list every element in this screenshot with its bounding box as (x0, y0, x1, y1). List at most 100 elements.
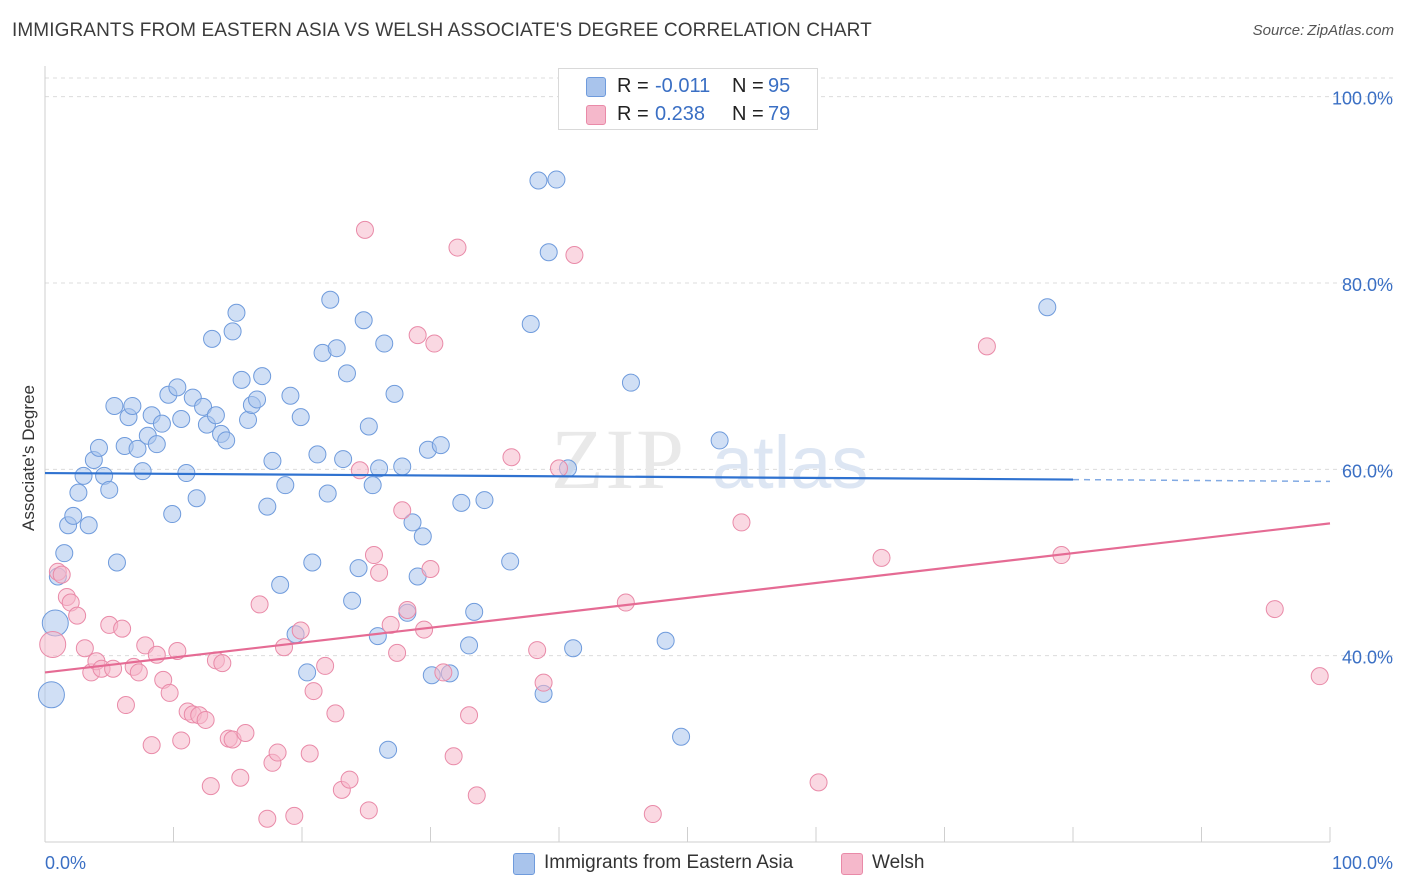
point-eastern-asia (349, 559, 368, 578)
point-eastern-asia (337, 364, 356, 383)
point-eastern-asia (69, 483, 88, 502)
point-welsh (172, 731, 191, 750)
point-eastern-asia (271, 575, 290, 594)
point-eastern-asia (276, 476, 295, 495)
stats-row-welsh: R = 0.238 N = 79 (559, 101, 817, 127)
n-value: 79 (768, 103, 791, 125)
point-welsh (421, 560, 440, 579)
point-welsh (616, 593, 635, 612)
point-eastern-asia (460, 636, 479, 655)
point-eastern-asia (227, 303, 246, 322)
point-welsh (275, 638, 294, 657)
point-welsh (732, 513, 751, 532)
point-eastern-asia (303, 553, 322, 572)
point-welsh (196, 710, 215, 729)
point-eastern-asia (248, 390, 267, 409)
point-welsh (300, 744, 319, 763)
n-label: N = (732, 75, 764, 97)
y-tick-label: 40.0% (1342, 648, 1393, 668)
point-welsh (326, 704, 345, 723)
point-welsh (236, 723, 255, 742)
legend-swatch-welsh (841, 853, 863, 875)
point-eastern-asia (1038, 298, 1057, 317)
point-eastern-asia (465, 602, 484, 621)
point-welsh (201, 777, 220, 796)
point-eastern-asia (539, 243, 558, 262)
point-eastern-asia (656, 631, 675, 650)
point-eastern-asia (547, 170, 566, 189)
point-welsh (809, 773, 828, 792)
grid-layer (45, 77, 1393, 657)
point-welsh (359, 801, 378, 820)
point-welsh (350, 461, 369, 480)
point-eastern-asia (128, 439, 147, 458)
point-eastern-asia (431, 436, 450, 455)
point-eastern-asia (194, 397, 213, 416)
point-eastern-asia (379, 740, 398, 759)
legend-label-eastern-asia: Immigrants from Eastern Asia (544, 852, 794, 873)
watermark: ZIP atlas (551, 411, 868, 507)
point-eastern-asia (672, 727, 691, 746)
point-eastern-asia (327, 339, 346, 358)
point-welsh (364, 546, 383, 565)
point-welsh (39, 630, 67, 658)
point-eastern-asia (413, 527, 432, 546)
point-eastern-asia (564, 639, 583, 658)
point-eastern-asia (298, 663, 317, 682)
legend-swatch-eastern-asia (586, 77, 606, 97)
point-welsh (268, 743, 287, 762)
point-eastern-asia (89, 438, 108, 457)
point-welsh (304, 682, 323, 701)
point-eastern-asia (172, 410, 191, 429)
point-welsh (398, 601, 417, 620)
point-eastern-asia (621, 373, 640, 392)
point-eastern-asia (147, 435, 166, 454)
source-link[interactable]: ZipAtlas.com (1307, 22, 1394, 39)
watermark-atlas: atlas (712, 421, 868, 504)
point-welsh (528, 641, 547, 660)
point-welsh (52, 565, 71, 584)
point-welsh (872, 548, 891, 567)
y-tick-label: 60.0% (1342, 461, 1393, 481)
point-eastern-asia (100, 480, 119, 499)
point-eastern-asia (363, 476, 382, 495)
point-welsh (258, 809, 277, 828)
point-eastern-asia (334, 450, 353, 469)
point-welsh (444, 747, 463, 766)
axes-layer (44, 66, 1331, 843)
point-eastern-asia (321, 290, 340, 309)
point-eastern-asia (403, 513, 422, 532)
point-eastern-asia (475, 491, 494, 510)
point-eastern-asia (232, 370, 251, 389)
point-eastern-asia (74, 466, 93, 485)
r-value: -0.011 (655, 75, 711, 97)
point-eastern-asia (359, 417, 378, 436)
point-welsh (448, 238, 467, 257)
point-eastern-asia (133, 462, 152, 481)
point-eastern-asia (79, 516, 98, 535)
point-welsh (1310, 667, 1329, 686)
stats-row-eastern-asia: R = -0.011 N = 95 (559, 73, 817, 99)
point-welsh (231, 768, 250, 787)
point-eastern-asia (258, 497, 277, 516)
watermark-zip: ZIP (551, 411, 686, 507)
point-eastern-asia (308, 445, 327, 464)
point-welsh (129, 663, 148, 682)
n-value: 95 (768, 75, 791, 97)
point-eastern-asia (253, 367, 272, 386)
legend-swatch-welsh (586, 105, 606, 125)
stats-legend: R = -0.011 N = 95 R = 0.238 N = 79 (558, 68, 818, 130)
point-eastern-asia (343, 591, 362, 610)
point-eastern-asia (521, 314, 540, 333)
point-eastern-asia (206, 406, 225, 425)
point-eastern-asia (368, 627, 387, 646)
y-tick-label: 100.0% (1332, 89, 1393, 109)
point-welsh (460, 706, 479, 725)
legend-swatch-eastern-asia (513, 853, 535, 875)
point-eastern-asia (55, 544, 74, 563)
point-eastern-asia (501, 552, 520, 571)
point-welsh (565, 246, 584, 265)
point-welsh (467, 786, 486, 805)
legend-label-welsh: Welsh (872, 852, 925, 873)
r-label: R = (617, 75, 649, 97)
